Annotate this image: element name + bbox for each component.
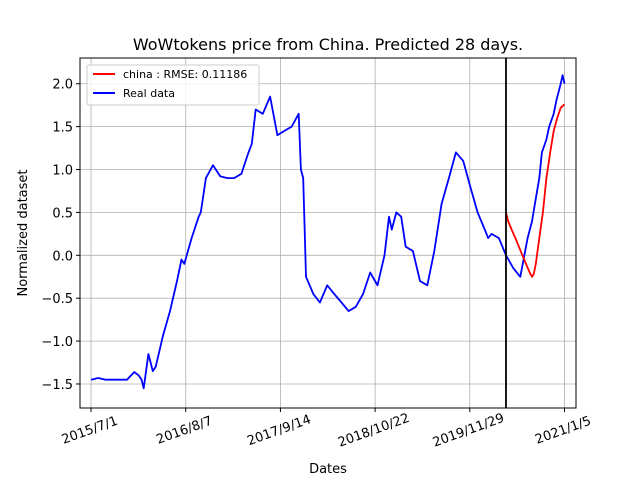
y-tick-label: −0.5 (41, 292, 73, 307)
legend-label-prediction: china : RMSE: 0.11186 (123, 68, 247, 81)
plot-frame (79, 57, 577, 409)
chart-title: WoWtokens price from China. Predicted 28… (133, 35, 523, 54)
y-tick-label: 0.5 (52, 206, 73, 221)
y-axis-ticks: −1.5 −1.0 −0.5 0.0 0.5 1.0 1.5 2.0 (41, 78, 80, 393)
series-layer (90, 74, 566, 390)
y-tick-label: 0.0 (52, 249, 73, 264)
y-tick-label: 1.0 (52, 164, 73, 179)
grid (80, 58, 576, 408)
series-real-data-line (90, 74, 566, 390)
x-axis-label: Dates (309, 462, 347, 477)
y-tick-label: 1.5 (52, 121, 73, 136)
y-tick-label: −1.0 (41, 335, 73, 350)
legend: china : RMSE: 0.11186 Real data (86, 64, 260, 106)
series-prediction-line (505, 103, 566, 278)
legend-label-real: Real data (123, 87, 175, 100)
y-tick-label: 2.0 (52, 78, 73, 93)
y-tick-label: −1.5 (41, 378, 73, 393)
y-axis-label: Normalized dataset (16, 169, 31, 296)
legend-box (86, 64, 260, 106)
